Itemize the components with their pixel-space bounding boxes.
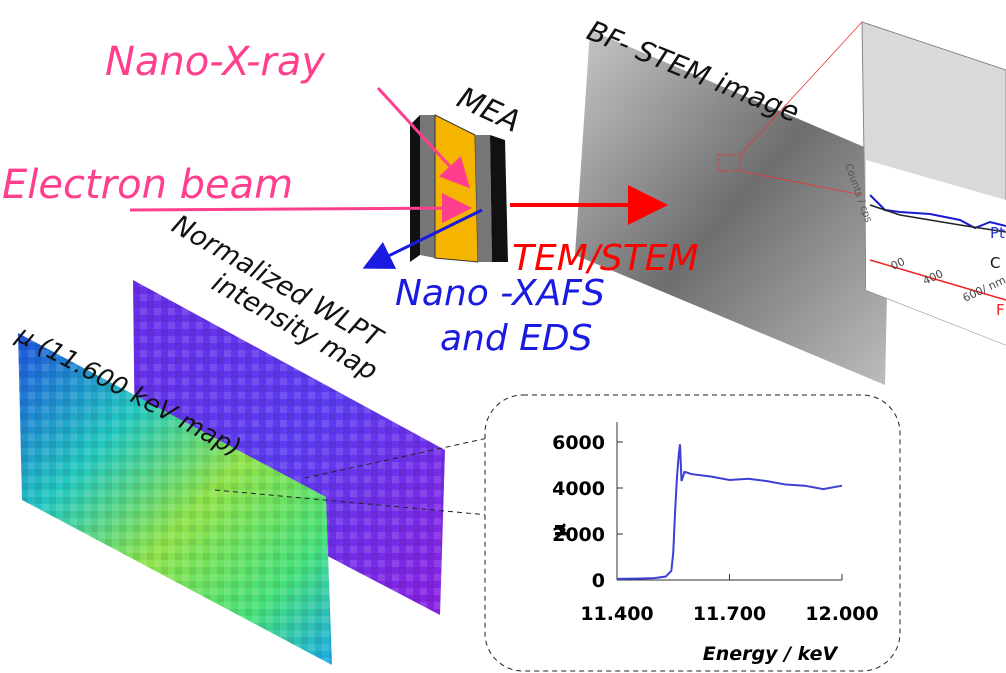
x-axis-label: Energy / keV — [703, 643, 839, 665]
mea-membrane — [434, 114, 479, 263]
x-tick-label: 11.700 — [693, 603, 766, 625]
nano-xray-label: Nano-X-ray — [105, 39, 326, 85]
callout-box — [484, 394, 901, 672]
zoom-line — [739, 21, 863, 156]
callout-line — [214, 489, 489, 516]
eds-c-line — [869, 204, 1006, 233]
xafs-arrow — [362, 208, 483, 269]
y-tick-label: 4000 — [552, 478, 605, 500]
mea-layer — [420, 115, 435, 258]
eds-f-line — [869, 259, 1006, 301]
mea-layer — [410, 115, 420, 262]
y-axis-label: μ — [548, 523, 570, 537]
stem-x-label: 00 — [889, 255, 907, 273]
eds-profile-bg — [866, 160, 1006, 345]
data-line — [616, 444, 843, 580]
inset-chart: 0 2000 4000 6000 11.400 11.700 12.000 Energy / … — [548, 422, 879, 665]
y-tick-label: 2000 — [552, 524, 605, 546]
y-tick-label: 0 — [592, 570, 605, 592]
x-tick-label: 11.400 — [580, 603, 653, 625]
tem-stem-label: TEM/STEM — [512, 238, 699, 279]
callout-line — [304, 437, 489, 479]
pt-label: Pt — [990, 224, 1005, 242]
y-tick-label: 6000 — [552, 432, 605, 454]
f-label: F — [996, 301, 1005, 319]
zoom-line — [739, 170, 863, 196]
stem-roi — [717, 154, 741, 172]
mea-layer — [490, 135, 508, 262]
electron-beam-label: Electron beam — [2, 162, 293, 208]
wlpt-map-texture — [133, 280, 445, 615]
xray-arrow — [376, 86, 471, 189]
mea-layer — [475, 135, 492, 262]
xafs-label: and EDS — [440, 318, 593, 359]
xafs-label: Nano -XAFS — [395, 273, 605, 314]
stem-image — [575, 30, 890, 385]
x-tick-label: 12.000 — [805, 603, 878, 625]
c-label: C — [990, 254, 1000, 272]
mu-map-texture — [18, 333, 332, 665]
electron-arrow — [129, 193, 472, 224]
